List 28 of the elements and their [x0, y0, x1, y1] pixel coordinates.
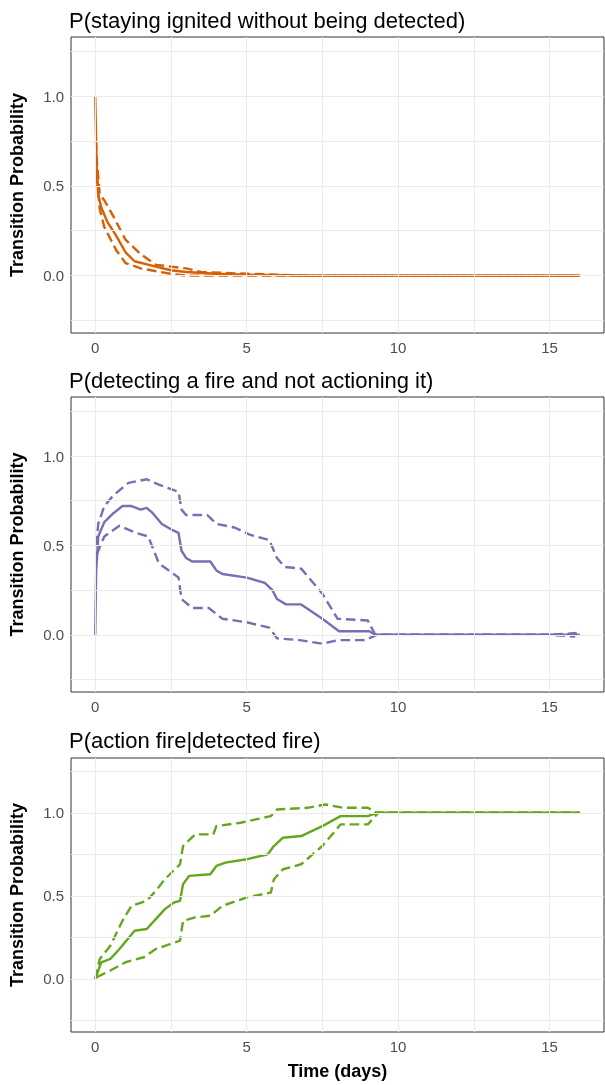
x-tick-label: 15 [541, 339, 558, 356]
x-tick-label: 0 [91, 1038, 100, 1055]
y-tick-label: 0.5 [43, 177, 64, 195]
chart-title: P(detecting a fire and not actioning it) [69, 367, 434, 393]
chart-title: P(staying ignited without being detected) [69, 7, 466, 33]
y-axis-title: Transition Probability [7, 802, 27, 988]
x-tick-label: 10 [389, 339, 407, 356]
y-tick-label: 0.0 [43, 970, 64, 988]
x-tick-label: 15 [541, 1038, 558, 1055]
y-tick-label: 0.5 [43, 887, 64, 905]
y-tick-label: 0.0 [43, 267, 64, 285]
y-axis-title: Transition Probability [7, 92, 27, 278]
x-tick-label: 0 [91, 698, 100, 715]
x-tick-label: 15 [541, 698, 558, 715]
x-tick-label: 5 [242, 698, 251, 715]
x-tick-label: 5 [242, 1038, 251, 1055]
y-axis-title: Transition Probability [7, 452, 27, 637]
x-tick-label: 5 [242, 339, 251, 356]
x-tick-label: 10 [389, 698, 407, 715]
x-tick-label: 10 [389, 1038, 407, 1055]
y-tick-label: 1.0 [43, 447, 64, 465]
y-tick-label: 0.5 [43, 536, 64, 554]
chart-title: P(action fire|detected fire) [69, 727, 321, 753]
y-tick-label: 1.0 [43, 804, 64, 822]
y-tick-label: 1.0 [43, 87, 64, 105]
x-tick-label: 0 [91, 339, 100, 356]
y-tick-label: 0.0 [43, 626, 64, 644]
x-axis-title: Time (days) [287, 1061, 388, 1081]
